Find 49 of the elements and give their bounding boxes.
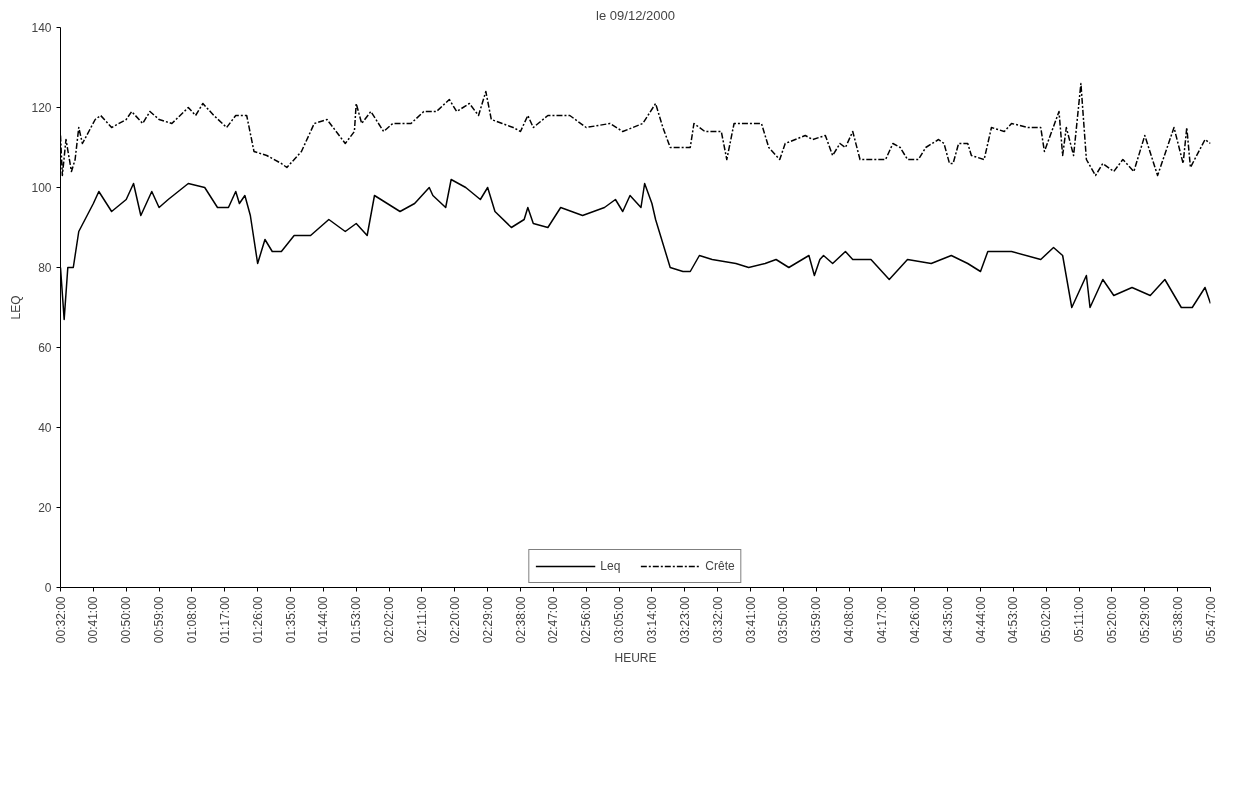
x-tick-label: 02:29:00 <box>480 596 495 644</box>
legend-label: Leq <box>600 559 621 573</box>
x-tick-label: 04:53:00 <box>1006 596 1021 644</box>
x-tick-label: 02:56:00 <box>579 596 594 644</box>
x-tick-label: 01:17:00 <box>217 596 232 644</box>
x-tick-label: 04:44:00 <box>973 596 988 644</box>
x-tick-label: 01:08:00 <box>184 596 199 644</box>
legend-label: Crête <box>705 559 735 573</box>
x-tick-label: 05:47:00 <box>1203 596 1218 644</box>
x-tick-label: 01:44:00 <box>316 596 331 644</box>
x-tick-label: 02:38:00 <box>513 596 528 644</box>
x-tick-label: 02:02:00 <box>382 596 397 644</box>
x-tick-label: 04:17:00 <box>874 596 889 644</box>
x-tick-label: 03:05:00 <box>612 596 627 644</box>
x-tick-label: 04:26:00 <box>907 596 922 644</box>
x-tick-label: 03:59:00 <box>809 596 824 644</box>
x-tick-label: 03:23:00 <box>677 596 692 644</box>
x-tick-label: 03:41:00 <box>743 596 758 644</box>
y-tick-label: 0 <box>44 581 52 595</box>
x-tick-label: 05:02:00 <box>1039 596 1054 644</box>
x-tick-label: 04:08:00 <box>842 596 857 644</box>
x-tick-label: 02:20:00 <box>447 596 462 644</box>
y-tick-label: 100 <box>31 181 52 195</box>
y-tick-label: 140 <box>31 21 52 35</box>
y-tick-label: 120 <box>31 101 52 115</box>
x-tick-label: 05:29:00 <box>1137 596 1152 644</box>
x-tick-label: 00:50:00 <box>119 596 134 644</box>
chart-title: le 09/12/2000 <box>596 7 675 23</box>
x-tick-label: 00:41:00 <box>86 596 101 644</box>
y-tick-label: 40 <box>38 421 52 435</box>
x-tick-label: 05:38:00 <box>1170 596 1185 644</box>
x-tick-label: 02:47:00 <box>546 596 561 644</box>
y-tick-label: 80 <box>38 261 52 275</box>
y-tick-label: 60 <box>38 341 52 355</box>
x-tick-label: 04:35:00 <box>940 596 955 644</box>
x-tick-label: 05:20:00 <box>1104 596 1119 644</box>
x-tick-label: 01:35:00 <box>283 596 298 644</box>
x-tick-label: 03:32:00 <box>710 596 725 644</box>
x-tick-label: 03:50:00 <box>776 596 791 644</box>
x-axis-title: HEURE <box>614 651 657 666</box>
x-tick-label: 00:32:00 <box>53 596 68 644</box>
y-axis-title: LEQ <box>9 295 24 320</box>
x-tick-label: 05:11:00 <box>1072 596 1087 643</box>
x-tick-label: 03:14:00 <box>644 596 659 644</box>
x-tick-label: 01:53:00 <box>349 596 364 644</box>
x-tick-label: 01:26:00 <box>250 596 265 644</box>
x-tick-label: 00:59:00 <box>152 596 167 644</box>
x-tick-label: 02:11:00 <box>414 596 429 643</box>
y-tick-label: 20 <box>38 501 52 515</box>
